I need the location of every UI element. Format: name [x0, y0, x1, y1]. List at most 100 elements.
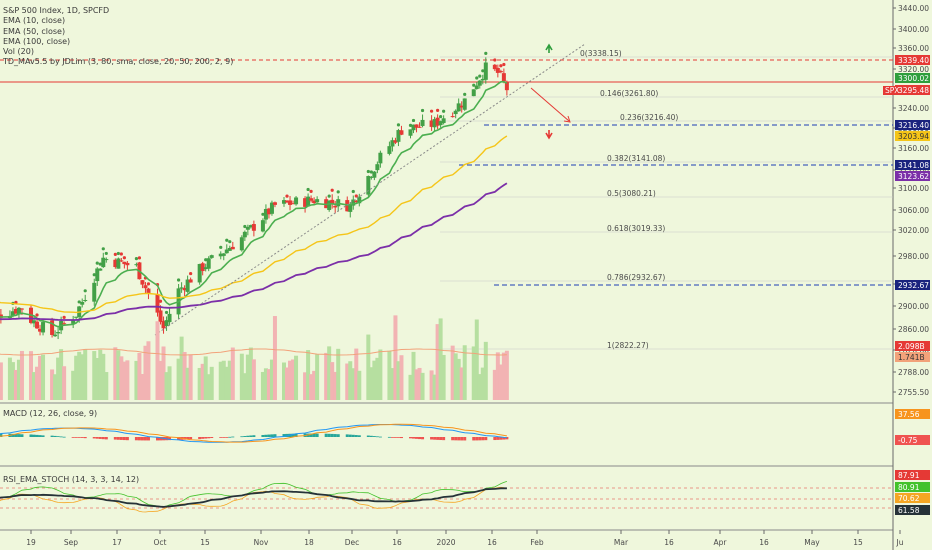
- candle: [471, 89, 476, 97]
- macd-histogram-bar: [146, 437, 150, 441]
- macd-histogram-bar: [219, 437, 223, 438]
- volume-bar: [221, 360, 226, 400]
- price-tag-label: -0.75: [898, 436, 918, 445]
- down-arrow-icon: [545, 130, 553, 140]
- candle: [504, 82, 509, 91]
- macd-histogram-bar: [104, 437, 108, 440]
- signal-dot: [116, 251, 120, 256]
- macd-histogram-bar: [436, 437, 440, 440]
- volume-bar: [227, 360, 232, 400]
- price-tag: 2.098B: [895, 341, 930, 351]
- candle: [303, 198, 308, 207]
- signal-dot: [306, 187, 310, 192]
- candle: [56, 332, 61, 334]
- volume-bar: [260, 371, 265, 400]
- macd-histogram-bar: [493, 437, 497, 441]
- signal-dot: [369, 170, 373, 174]
- macd-histogram-bar: [475, 437, 479, 441]
- macd-histogram-bar: [20, 434, 24, 437]
- volume-bar: [372, 360, 377, 400]
- macd-histogram-bar: [412, 437, 416, 439]
- candle: [498, 71, 503, 73]
- candle: [269, 202, 274, 214]
- macd-histogram-bar: [372, 436, 376, 437]
- time-tick-label: Mar: [614, 538, 629, 547]
- candle: [294, 197, 299, 205]
- volume-bar: [248, 347, 253, 400]
- macd-histogram-bar: [225, 437, 229, 438]
- volume-bar: [351, 368, 356, 400]
- signal-dot: [134, 257, 139, 261]
- macd-histogram-bar: [442, 437, 446, 441]
- volume-bar: [366, 334, 371, 400]
- volume-bar: [176, 358, 181, 400]
- volume-bar: [504, 350, 509, 400]
- volume-bar: [77, 351, 82, 400]
- volume-bar: [116, 350, 121, 400]
- macd-histogram-bar: [439, 437, 443, 441]
- stoch-d-line: [0, 486, 508, 513]
- volume-bar: [312, 370, 317, 400]
- signal-dot: [83, 289, 87, 293]
- candle: [477, 80, 482, 86]
- macd-histogram-bar: [59, 436, 63, 438]
- macd-histogram-bar: [499, 437, 503, 440]
- macd-histogram-bar: [366, 435, 370, 437]
- projection-arrow-icon: [563, 115, 571, 123]
- macd-histogram-bar: [14, 433, 18, 437]
- price-tag: 70.62: [895, 493, 930, 503]
- macd-histogram-bar: [387, 436, 391, 438]
- volume-bar: [327, 346, 332, 400]
- signal-dot: [95, 261, 99, 265]
- volume-bar: [429, 370, 434, 400]
- fib-level-label: 0.236(3216.40): [620, 113, 678, 122]
- signal-dot: [261, 212, 265, 216]
- candle: [50, 320, 55, 335]
- price-tag-label: 61.58: [898, 506, 920, 515]
- time-tick-label: Ju: [896, 538, 904, 547]
- volume-bar: [435, 324, 440, 400]
- volume-bar: [417, 367, 422, 400]
- macd-histogram-bar: [390, 437, 394, 438]
- legend-td-ma: TD_MAv5.5 by JDLim (3, 80, sma, close, 2…: [3, 57, 234, 67]
- volume-bar: [369, 367, 374, 400]
- volume-bar: [495, 352, 500, 400]
- macd-histogram-bar: [77, 437, 81, 438]
- signal-dot: [463, 92, 467, 96]
- volume-bar: [7, 357, 12, 400]
- signal-dot: [104, 251, 108, 256]
- macd-histogram-bar: [472, 437, 476, 441]
- macd-histogram-bar: [309, 433, 313, 437]
- volume-bar: [38, 355, 43, 400]
- rsi-pane: [0, 481, 893, 513]
- macd-histogram-bar: [505, 437, 509, 440]
- volume-bar: [477, 374, 482, 400]
- up-arrow-icon: [545, 43, 553, 53]
- signal-dot: [285, 194, 289, 198]
- price-tag: 3216.40: [895, 120, 930, 130]
- price-tick-label: 3400.00: [898, 25, 929, 34]
- macd-histogram-bar: [134, 437, 138, 441]
- signal-dot: [442, 109, 446, 113]
- candle: [140, 280, 145, 285]
- macd-histogram-bar: [252, 435, 256, 437]
- candle: [438, 121, 443, 126]
- price-tag: 87.91: [895, 470, 930, 480]
- signal-dot: [366, 169, 370, 174]
- price-tick-label: 3440.00: [898, 4, 929, 13]
- volume-ma-line: [0, 348, 507, 356]
- volume-bar: [125, 360, 130, 400]
- macd-pane-label: MACD (12, 26, close, 9): [3, 409, 98, 418]
- macd-histogram-bar: [50, 435, 54, 437]
- signal-dot: [176, 278, 181, 282]
- candle: [333, 205, 338, 208]
- price-tag: 37.56: [895, 409, 930, 419]
- signal-dot: [228, 240, 232, 244]
- volume-bar: [56, 357, 61, 400]
- signal-dot: [243, 224, 247, 229]
- candle: [378, 152, 383, 164]
- volume-bar: [354, 348, 359, 400]
- volume-bar: [315, 354, 320, 400]
- macd-histogram-bar: [264, 434, 268, 437]
- macd-histogram-bar: [418, 437, 422, 440]
